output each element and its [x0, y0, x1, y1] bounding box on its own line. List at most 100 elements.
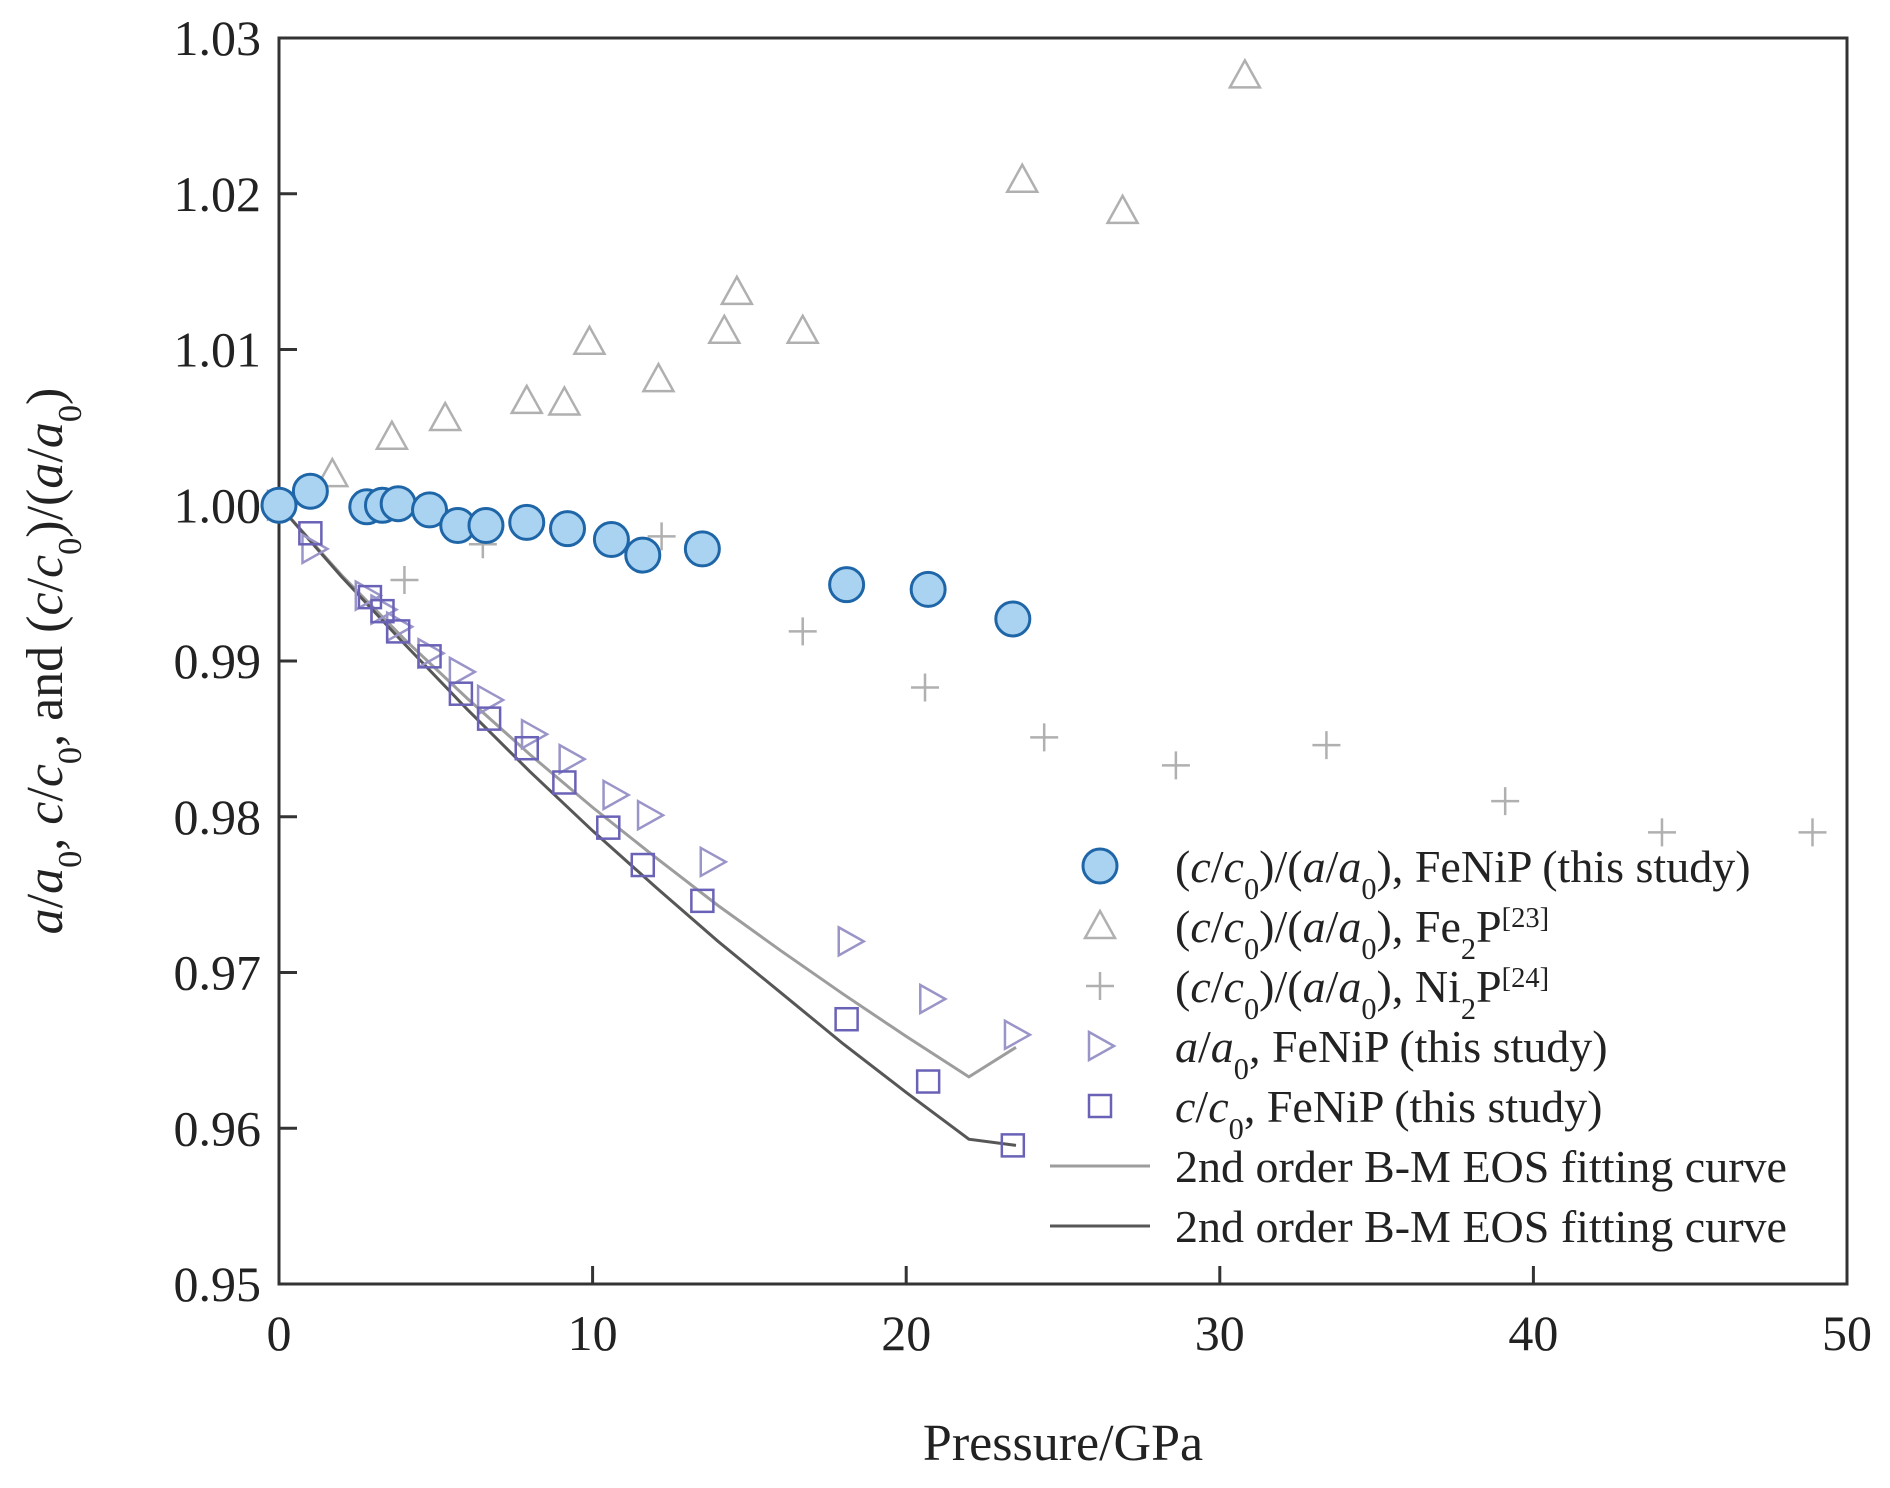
data-point: [641, 361, 676, 393]
legend-item: 2nd order B-M EOS fitting curve: [1050, 1201, 1787, 1252]
data-point: [390, 566, 419, 595]
data-point: [1030, 723, 1059, 752]
legend-marker: [1087, 1029, 1117, 1063]
data-point: [683, 530, 721, 568]
data-point: [624, 536, 662, 574]
series-a-a0-fenip-this-study-3: [266, 489, 1033, 1051]
data-point: [592, 521, 630, 559]
series-c-c0-a-a0-fe2p-23-1: [315, 57, 1263, 488]
fit-curve-line: [277, 504, 1017, 1147]
data-point: [298, 521, 323, 546]
x-axis-label: Pressure/GPa: [923, 1415, 1203, 1472]
y-tick-label: 0.99: [174, 633, 262, 689]
legend-item: (c/c0)/(a/a0), FeNiP (this study): [1081, 841, 1751, 906]
data-point: [602, 778, 632, 812]
data-point: [690, 888, 715, 914]
series-2nd-order-b-m-eos-fitting-curve-5: [277, 504, 1017, 1079]
data-point: [549, 510, 587, 548]
data-point: [915, 1069, 941, 1094]
data-point: [596, 815, 621, 840]
data-point: [1798, 818, 1827, 847]
plot-frame: [277, 36, 1849, 1286]
y-tick-label: 0.96: [174, 1100, 262, 1156]
y-tick-label: 1.01: [174, 322, 262, 378]
x-tick-label: 10: [568, 1305, 618, 1361]
data-point: [1000, 1133, 1026, 1158]
data-point: [911, 673, 940, 702]
legend-label: a/a0, FeNiP (this study): [1175, 1021, 1608, 1086]
axis-ticks: 0 10 20 30 40 50 0.95 0.96 0.97 0.98 0.99 1.00 1.01 1…: [174, 10, 1873, 1361]
legend-label: 2nd order B-M EOS fitting curve: [1175, 1201, 1787, 1252]
series-2nd-order-b-m-eos-fitting-curve-6: [277, 504, 1017, 1147]
data-point: [1491, 787, 1520, 816]
data-point: [1227, 57, 1263, 89]
y-tick-label: 1.00: [174, 477, 262, 533]
legend-label: 2nd order B-M EOS fitting curve: [1175, 1141, 1787, 1192]
x-tick-label: 20: [881, 1305, 931, 1361]
legend-label: (c/c0)/(a/a0), Fe2P[23]: [1175, 901, 1549, 966]
data-point: [1105, 193, 1140, 225]
data-point: [476, 706, 502, 731]
data-point: [837, 925, 867, 958]
data-point: [411, 491, 449, 529]
data-point: [315, 456, 350, 488]
y-tick-label: 0.97: [174, 945, 262, 1001]
x-tick-label: 40: [1508, 1305, 1558, 1361]
data-point: [919, 982, 948, 1016]
y-tick-label: 1.03: [174, 10, 262, 66]
data-point: [385, 619, 411, 644]
data-point: [1003, 1018, 1033, 1051]
data-point: [1647, 818, 1676, 847]
legend-label: (c/c0)/(a/a0), Ni2P[24]: [1175, 961, 1549, 1026]
data-point: [509, 383, 544, 415]
data-point: [379, 485, 417, 523]
legend-marker: [1086, 972, 1114, 1000]
data-point: [636, 799, 666, 832]
y-tick-label: 0.98: [174, 789, 262, 845]
legend-marker: [1087, 1093, 1113, 1119]
data-point: [630, 852, 656, 878]
legend-label: c/c0, FeNiP (this study): [1175, 1081, 1602, 1146]
data-point: [428, 400, 463, 432]
data-point: [994, 600, 1032, 638]
data-point: [260, 486, 298, 524]
data-point: [417, 644, 442, 669]
data-point: [467, 506, 505, 544]
data-point: [1312, 731, 1341, 760]
data-point: [357, 584, 383, 610]
data-point: [547, 384, 582, 416]
data-point: [834, 1006, 859, 1032]
data-point: [647, 522, 676, 551]
data-point: [719, 274, 754, 306]
data-point: [374, 419, 410, 450]
data-point: [552, 770, 577, 795]
data-point: [370, 598, 395, 624]
data-point: [707, 313, 742, 345]
data-point: [514, 735, 539, 761]
data-point: [785, 313, 820, 345]
x-tick-label: 30: [1195, 1305, 1245, 1361]
y-axis-label: a/a0, c/c0, and (c/c0)/(a/a0): [17, 388, 89, 935]
data-point: [448, 681, 474, 706]
data-point: [291, 472, 329, 510]
data-point: [520, 718, 550, 751]
data-point: [699, 845, 729, 879]
data-point: [1161, 751, 1190, 780]
legend-item: a/a0, FeNiP (this study): [1087, 1021, 1608, 1086]
legend-item: (c/c0)/(a/a0), Ni2P[24]: [1086, 961, 1549, 1026]
x-tick-label: 50: [1822, 1305, 1872, 1361]
x-tick-label: 0: [267, 1305, 292, 1361]
data-point: [448, 655, 478, 689]
data-point: [909, 570, 947, 608]
legend-item: c/c0, FeNiP (this study): [1087, 1081, 1602, 1146]
series-c-c0-a-a0-ni2p-24-2: [390, 522, 1827, 847]
fit-curve-line: [277, 504, 1017, 1079]
y-tick-label: 1.02: [174, 166, 262, 222]
legend-label: (c/c0)/(a/a0), FeNiP (this study): [1175, 841, 1751, 906]
legend-marker: [1082, 908, 1118, 940]
data-point: [354, 579, 384, 612]
data-point: [788, 617, 817, 646]
legend-item: (c/c0)/(a/a0), Fe2P[23]: [1082, 901, 1549, 966]
legend-marker: [1081, 847, 1119, 885]
